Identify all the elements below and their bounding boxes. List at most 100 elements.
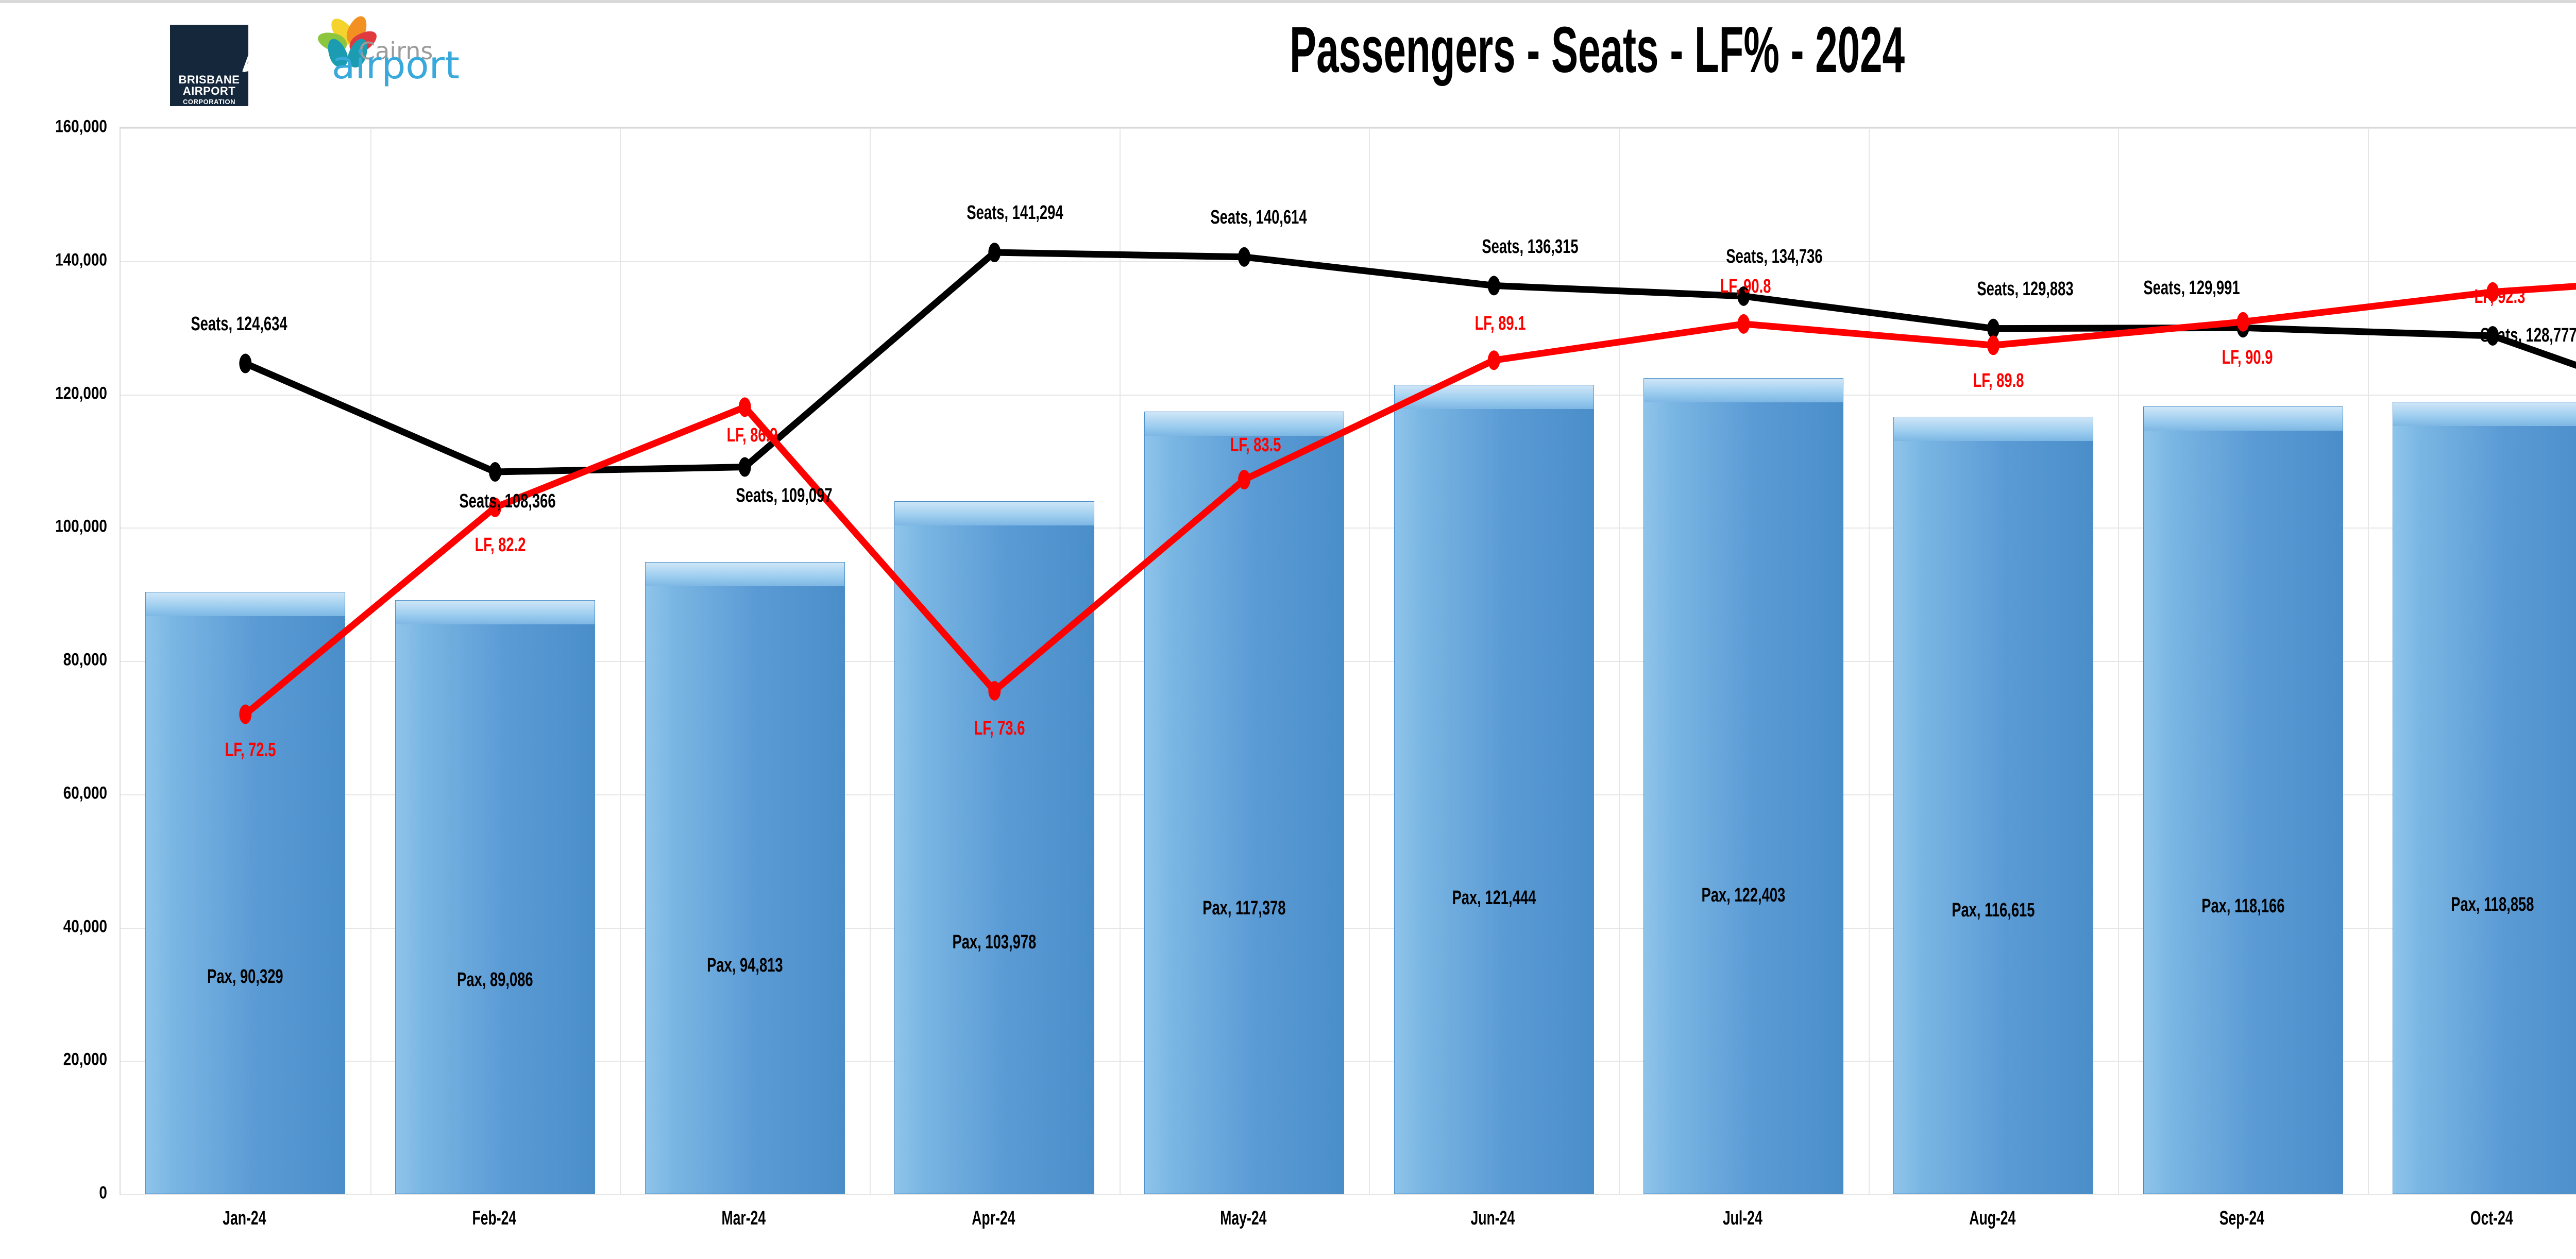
bar-top-face: [146, 592, 345, 617]
bar-value-label: Pax, 103,978: [952, 931, 1037, 953]
seats-marker[interactable]: [738, 457, 751, 477]
x-axis-tick-oct-24: Oct-24: [2470, 1207, 2513, 1229]
bar-mar-24[interactable]: Pax, 94,813: [645, 562, 845, 1194]
seats-marker[interactable]: [1987, 318, 1999, 338]
y-axis-left-tick: 20,000: [63, 1049, 107, 1069]
brisbane-airport-corporation-logo: BRISBANE AIRPORT CORPORATION: [170, 25, 248, 106]
lf-label-may-24: LF, 83.5: [1230, 434, 1281, 456]
lf-label-mar-24: LF, 86.9: [726, 424, 778, 447]
x-axis-tick-jul-24: Jul-24: [1722, 1207, 1762, 1229]
gridline-horizontal: [121, 1194, 2576, 1195]
y-axis-left: 0 20,000 40,000 60,000 80,000 100,000 120,000 1…: [0, 117, 114, 1203]
x-axis-tick-jan-24: Jan-24: [223, 1207, 266, 1229]
seats-marker[interactable]: [1737, 286, 1750, 306]
seats-marker[interactable]: [2486, 326, 2499, 346]
seats-label-jul-24: Seats, 134,736: [1726, 245, 1823, 267]
lf-marker[interactable]: [1737, 314, 1750, 334]
lf-marker[interactable]: [2236, 312, 2249, 332]
lf-marker[interactable]: [2486, 282, 2499, 302]
x-axis-tick-feb-24: Feb-24: [472, 1207, 516, 1229]
bar-sep-24[interactable]: Pax, 118,166: [2143, 406, 2343, 1194]
gridline-horizontal: [121, 394, 2576, 396]
seats-label-may-24: Seats, 140,614: [1210, 206, 1307, 228]
cairns-logo-line1: Cairns: [359, 37, 433, 65]
lf-label-oct-24: LF, 92.3: [2474, 285, 2526, 308]
seats-marker[interactable]: [239, 353, 252, 373]
brisbane-logo-line1: BRISBANE: [178, 73, 240, 86]
seats-label-jun-24: Seats, 136,315: [1482, 236, 1579, 258]
brisbane-logo-text: BRISBANE AIRPORT CORPORATION: [170, 74, 248, 105]
lf-marker[interactable]: [738, 397, 751, 417]
brisbane-rays-icon: [170, 25, 248, 72]
chart-header: BRISBANE AIRPORT CORPORATION Cairns airp…: [0, 3, 2576, 109]
lf-label-jan-24: LF, 72.5: [225, 739, 276, 761]
bar-value-label: Pax, 90,329: [207, 965, 284, 988]
gridline-vertical: [2368, 128, 2369, 1194]
lf-marker[interactable]: [1987, 335, 1999, 355]
bar-jan-24[interactable]: Pax, 90,329: [145, 592, 346, 1194]
bar-value-label: Pax, 121,444: [1452, 887, 1536, 909]
seats-label-aug-24: Seats, 129,883: [1977, 278, 2074, 300]
bar-top-face: [2393, 402, 2576, 427]
lf-label-aug-24: LF, 89.8: [1973, 370, 2024, 392]
seats-line: [242, 249, 2576, 475]
lf-marker[interactable]: [239, 704, 252, 724]
bar-aug-24[interactable]: Pax, 116,615: [1893, 417, 2093, 1194]
seats-marker[interactable]: [489, 462, 501, 482]
line-series-overlay: [239, 243, 2576, 724]
y-axis-left-tick: 160,000: [55, 116, 107, 137]
gridline-horizontal: [121, 661, 2576, 662]
y-axis-left-tick: 140,000: [55, 250, 107, 270]
lf-marker[interactable]: [1487, 350, 1500, 370]
x-axis: Jan-24 Feb-24 Mar-24 Apr-24 May-24 Jun-24 Jul-…: [120, 1196, 2576, 1258]
bar-value-label: Pax, 116,615: [1952, 899, 2035, 921]
brisbane-logo-line2: AIRPORT: [182, 84, 236, 98]
gridline-vertical: [1119, 128, 1121, 1194]
bar-feb-24[interactable]: Pax, 89,086: [395, 600, 595, 1194]
lf-label-jul-24: LF, 90.8: [1720, 275, 1771, 297]
bar-top-face: [1644, 379, 1843, 403]
bar-value-label: Pax, 118,166: [2201, 895, 2285, 917]
gridline-vertical: [620, 128, 621, 1194]
gridline-horizontal: [121, 794, 2576, 795]
bar-top-face: [2143, 407, 2343, 431]
x-axis-tick-may-24: May-24: [1219, 1207, 1267, 1229]
bar-jul-24[interactable]: Pax, 122,403: [1643, 378, 1844, 1194]
lf-marker[interactable]: [489, 497, 501, 517]
seats-label-sep-24: Seats, 129,991: [2143, 277, 2240, 299]
gridline-horizontal: [121, 927, 2576, 929]
gridline-vertical: [2118, 128, 2120, 1194]
gridline-vertical: [1868, 128, 1870, 1194]
seats-marker[interactable]: [1487, 276, 1500, 296]
lf-marker[interactable]: [1238, 470, 1250, 490]
seats-marker[interactable]: [988, 243, 1001, 263]
y-axis-left-tick: 40,000: [63, 916, 107, 936]
bar-jun-24[interactable]: Pax, 121,444: [1394, 384, 1594, 1194]
seats-label-feb-24: Seats, 108,366: [459, 490, 556, 512]
lf-label-sep-24: LF, 90.9: [2222, 346, 2273, 368]
gridline-horizontal: [121, 261, 2576, 262]
lf-label-apr-24: LF, 73.6: [974, 717, 1025, 739]
cairns-logo-line2: airport: [332, 43, 460, 88]
seats-marker[interactable]: [1238, 247, 1250, 267]
bar-value-label: Pax, 89,086: [457, 969, 533, 991]
y-axis-left-tick: 80,000: [63, 650, 107, 670]
lf-marker[interactable]: [988, 680, 1001, 701]
lf-label-feb-24: LF, 82.2: [474, 534, 526, 556]
bar-top-face: [396, 601, 595, 625]
bar-may-24[interactable]: Pax, 117,378: [1144, 412, 1344, 1194]
y-axis-left-tick: 0: [99, 1183, 107, 1203]
gridline-vertical: [1369, 128, 1370, 1194]
brisbane-logo-line3: CORPORATION: [182, 97, 236, 106]
x-axis-tick-jun-24: Jun-24: [1470, 1207, 1515, 1229]
x-axis-tick-mar-24: Mar-24: [721, 1207, 766, 1229]
seats-label-jan-24: Seats, 124,634: [191, 313, 287, 335]
gridline-horizontal: [121, 528, 2576, 529]
bar-oct-24[interactable]: Pax, 118,858: [2393, 402, 2576, 1194]
x-axis-tick-aug-24: Aug-24: [1969, 1207, 2016, 1229]
bar-top-face: [645, 563, 844, 587]
bar-value-label: Pax, 122,403: [1701, 884, 1786, 907]
bar-value-label: Pax, 94,813: [706, 954, 783, 976]
bar-value-label: Pax, 117,378: [1202, 897, 1286, 919]
